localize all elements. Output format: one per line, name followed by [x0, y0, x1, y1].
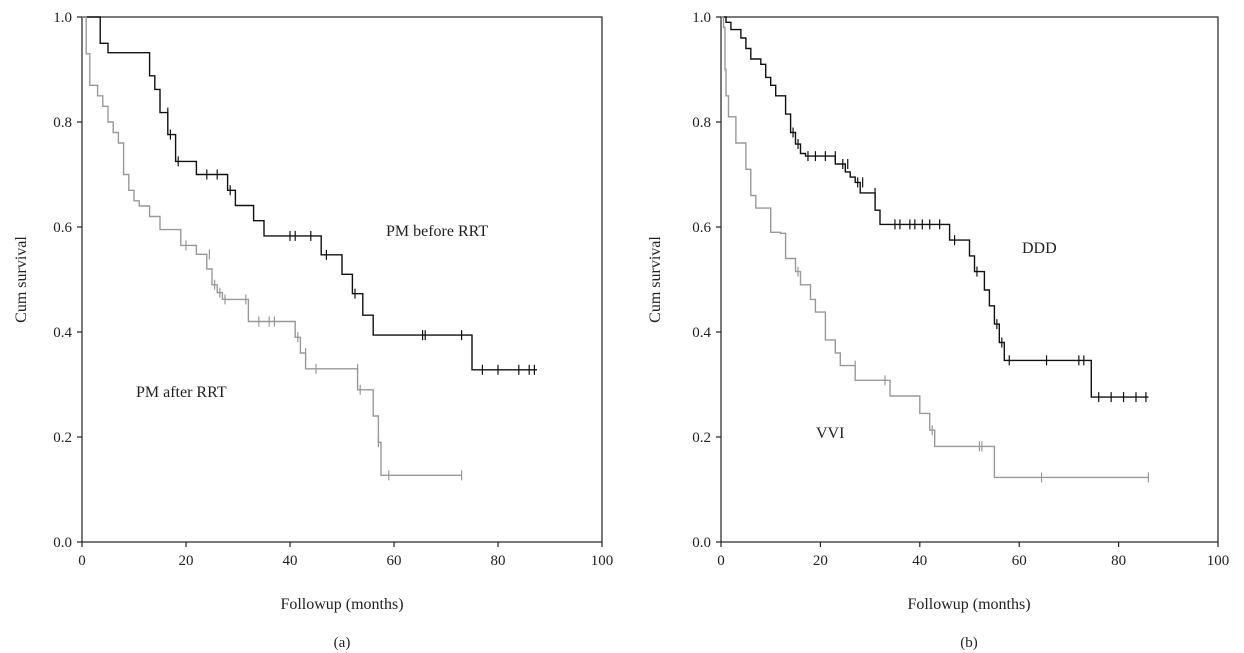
plot-frame-a [81, 16, 603, 543]
y-tick-label-a-1: 0.2 [53, 430, 72, 446]
y-tick-label-b-2: 0.4 [692, 325, 711, 341]
panel-label-a: (a) [334, 635, 351, 651]
x-tick-label-b-2: 40 [912, 553, 927, 569]
series-label-pm-after-rrt: PM after RRT [136, 384, 227, 401]
axes-a: 0 20 40 60 80 100 0.0 0.2 0.4 0.6 0.8 1.0 [53, 10, 613, 569]
y-tick-label-b-1: 0.2 [692, 430, 711, 446]
marks-a [82, 16, 537, 481]
ylabel-a: Cum survival [13, 236, 30, 323]
survival-curve-ddd [721, 16, 1149, 398]
series-label-ddd: DDD [1022, 240, 1057, 257]
x-tick-label-b-4: 80 [1111, 553, 1126, 569]
y-tick-label-a-5: 1.0 [53, 10, 72, 26]
xlabel-a: Followup (months) [280, 596, 403, 613]
x-tick-label-a-0: 0 [78, 553, 86, 569]
series-label-pm-before-rrt: PM before RRT [386, 223, 488, 240]
axes-b: 0 20 40 60 80 100 0.0 0.2 0.4 0.6 0.8 1.0 [692, 10, 1229, 569]
x-tick-label-a-3: 60 [387, 553, 402, 569]
y-tick-label-a-0: 0.0 [53, 535, 72, 551]
xlabel-b: Followup (months) [907, 596, 1030, 613]
x-tick-label-a-5: 100 [591, 553, 614, 569]
x-tick-label-b-0: 0 [717, 553, 725, 569]
ylabel-b: Cum survival [647, 236, 664, 323]
x-tick-label-b-3: 60 [1012, 553, 1027, 569]
survival-curve-vvi [721, 16, 1149, 479]
panel-a: Cum survival Followup (months) (a) PM be… [13, 10, 613, 651]
y-tick-label-b-3: 0.6 [692, 220, 711, 236]
panel-b: Cum survival Followup (months) (b) DDD V… [647, 10, 1229, 651]
plot-frame-b [720, 16, 1219, 543]
x-tick-label-b-5: 100 [1207, 553, 1230, 569]
y-tick-label-b-0: 0.0 [692, 535, 711, 551]
panel-label-b: (b) [960, 635, 978, 651]
y-tick-label-b-5: 1.0 [692, 10, 711, 26]
survival-curve-pm-after-rrt [82, 16, 462, 476]
x-tick-label-b-1: 20 [813, 553, 828, 569]
series-label-vvi: VVI [816, 425, 844, 442]
x-tick-label-a-1: 20 [179, 553, 194, 569]
x-tick-label-a-4: 80 [491, 553, 506, 569]
x-tick-label-a-2: 40 [283, 553, 298, 569]
y-tick-label-b-4: 0.8 [692, 115, 711, 131]
survival-curve-pm-before-rrt [82, 16, 537, 371]
y-tick-label-a-3: 0.6 [53, 220, 72, 236]
y-tick-label-a-4: 0.8 [53, 115, 72, 131]
y-tick-label-a-2: 0.4 [53, 325, 72, 341]
marks-b [721, 16, 1150, 483]
